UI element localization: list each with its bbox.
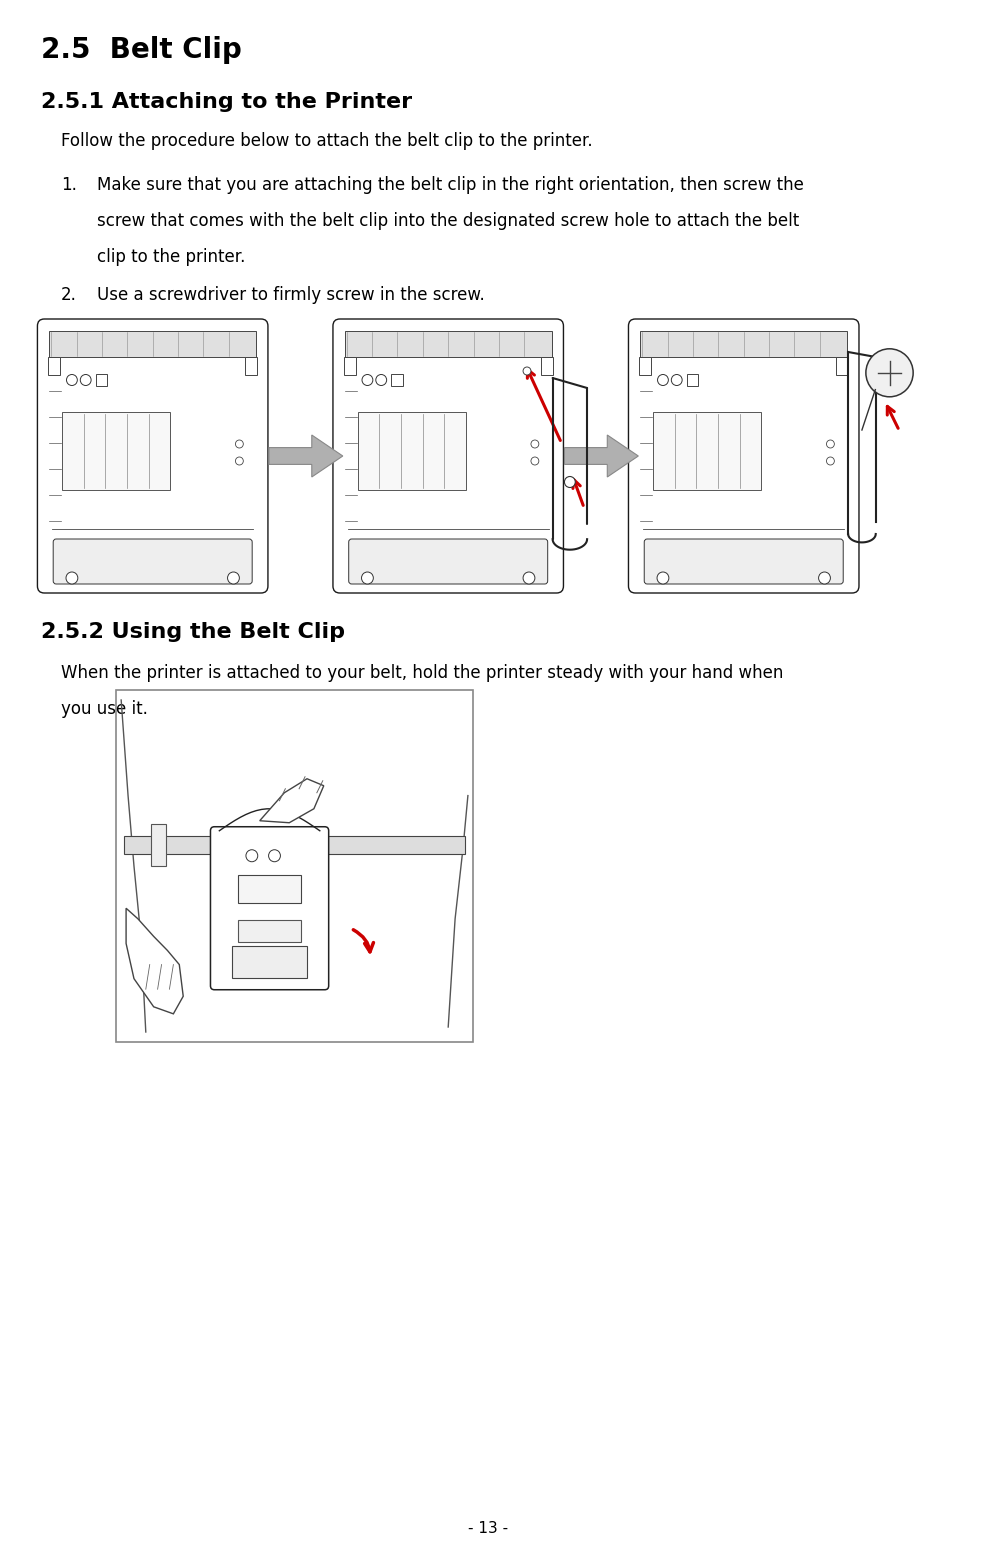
FancyBboxPatch shape [54,540,252,583]
Circle shape [269,849,280,862]
Circle shape [826,457,834,465]
Bar [238,876,301,904]
Text: When the printer is attached to your belt, hold the printer steady with your han: When the printer is attached to your bel… [61,665,784,682]
Bar [541,357,553,375]
Circle shape [376,374,386,385]
Circle shape [523,368,531,375]
FancyBboxPatch shape [349,540,548,583]
Bar [238,920,301,942]
Circle shape [362,374,373,385]
Text: - 13 -: - 13 - [468,1522,508,1536]
Bar [50,332,256,357]
Circle shape [80,374,91,385]
FancyBboxPatch shape [38,319,268,593]
Text: Use a screwdriver to firmly screw in the screw.: Use a screwdriver to firmly screw in the… [96,286,485,303]
Circle shape [671,374,682,385]
Text: 2.5  Belt Clip: 2.5 Belt Clip [42,36,242,64]
Text: 2.: 2. [61,286,77,303]
Bar [246,357,257,375]
Bar [345,332,552,357]
Circle shape [531,457,539,465]
Bar [358,411,466,490]
Text: Follow the procedure below to attach the belt clip to the printer.: Follow the procedure below to attach the… [61,131,593,150]
Circle shape [66,572,78,583]
Bar [232,946,307,978]
Bar [653,411,761,490]
Bar [124,835,465,854]
Bar [687,374,699,386]
Circle shape [826,439,834,447]
Polygon shape [260,779,324,823]
Polygon shape [126,909,183,1013]
Circle shape [866,349,913,397]
FancyBboxPatch shape [210,827,329,990]
Text: Make sure that you are attaching the belt clip in the right orientation, then sc: Make sure that you are attaching the bel… [96,177,804,194]
Circle shape [657,572,669,583]
Text: 2.5.2 Using the Belt Clip: 2.5.2 Using the Belt Clip [42,622,346,641]
FancyBboxPatch shape [628,319,859,593]
Bar [49,357,60,375]
Circle shape [819,572,830,583]
Circle shape [531,439,539,447]
Bar [391,374,403,386]
FancyBboxPatch shape [333,319,564,593]
Circle shape [658,374,668,385]
Circle shape [236,439,244,447]
Bar [62,411,170,490]
Circle shape [236,457,244,465]
Text: clip to the printer.: clip to the printer. [96,249,245,266]
Circle shape [66,374,77,385]
Circle shape [565,477,576,488]
Text: you use it.: you use it. [61,701,148,718]
Text: 2.5.1 Attaching to the Printer: 2.5.1 Attaching to the Printer [42,92,412,113]
Circle shape [523,572,535,583]
Circle shape [246,849,258,862]
Bar [640,332,847,357]
Bar [116,690,473,1042]
Circle shape [362,572,374,583]
Text: 1.: 1. [61,177,77,194]
Polygon shape [269,435,343,477]
Bar [836,357,848,375]
Circle shape [228,572,240,583]
Bar [95,374,107,386]
Bar [344,357,356,375]
Bar [151,824,166,866]
FancyBboxPatch shape [644,540,843,583]
Text: screw that comes with the belt clip into the designated screw hole to attach the: screw that comes with the belt clip into… [96,213,799,230]
Bar [639,357,651,375]
Polygon shape [565,435,638,477]
